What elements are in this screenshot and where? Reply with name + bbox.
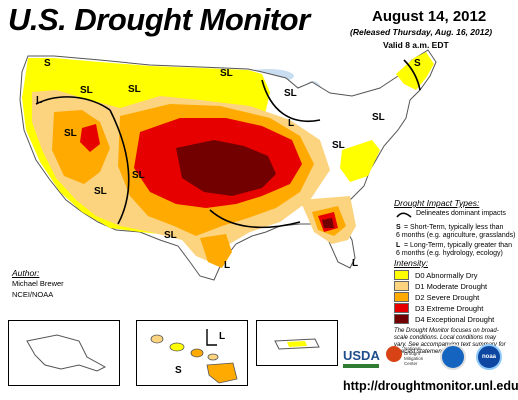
- map-label: SL: [94, 186, 107, 197]
- legend-row-d3: D3 Extreme Drought: [394, 303, 483, 313]
- long-term-line2: 6 months (e.g. hydrology, ecology): [396, 250, 503, 257]
- legend-swatch-d2: [394, 292, 409, 302]
- author-title: Author:: [12, 268, 40, 278]
- d4-regions: [176, 140, 334, 228]
- noaa-logo: noaa: [476, 344, 502, 370]
- map-label: SL: [64, 128, 77, 139]
- map-label: S: [44, 58, 51, 69]
- legend-label-d0: D0 Abnormally Dry: [415, 270, 478, 280]
- map-label: SL: [128, 84, 141, 95]
- ndmc-logo-line: National: [404, 346, 421, 351]
- legend-row-d4: D4 Exceptional Drought: [394, 314, 494, 324]
- puerto-rico-inset: [256, 320, 338, 366]
- d4-region-heartland: [176, 140, 276, 196]
- map-label: L: [36, 95, 43, 106]
- map-label: L: [288, 118, 295, 129]
- legend-label-d2: D2 Severe Drought: [415, 292, 480, 302]
- author-name: Michael Brewer: [12, 279, 64, 288]
- page-title: U.S. Drought Monitor: [8, 2, 310, 37]
- legend-swatch-d4: [394, 314, 409, 324]
- d0-region-northeast: [396, 52, 434, 90]
- map-label: SL: [332, 140, 345, 151]
- map-label: L: [224, 260, 231, 271]
- map-label: S: [414, 58, 421, 69]
- alaska-shape: [26, 334, 107, 372]
- impact-line-midwest: [261, 79, 321, 122]
- impact-line-plains: [109, 109, 130, 225]
- ndmc-logo-line: Mitigation: [404, 356, 424, 361]
- alaska-inset: [8, 320, 120, 386]
- legend-label-d1: D1 Moderate Drought: [415, 281, 488, 291]
- d2-region-texas: [200, 234, 232, 268]
- short-term-line1: = Short-Term, typically less than: [404, 224, 504, 231]
- usda-logo-text: USDA: [343, 348, 380, 363]
- ndmc-logo: National Drought Mitigation Center: [386, 346, 426, 374]
- impact-boundaries: [35, 59, 421, 229]
- legend-row-d0: D0 Abnormally Dry: [394, 270, 478, 280]
- intensity-title: Intensity:: [394, 258, 429, 268]
- report-date: August 14, 2012: [372, 8, 487, 25]
- hawaii-label-l: L: [219, 331, 226, 342]
- noaa-logo-text: noaa: [481, 354, 496, 360]
- d4-region-georgia: [322, 218, 334, 228]
- usda-seal-logo: [440, 344, 466, 370]
- impact-line-description: Delineates dominant impacts: [416, 210, 506, 217]
- hawaii-shape: [150, 329, 238, 384]
- map-label: SL: [284, 88, 297, 99]
- hawaii-label-s: S: [175, 365, 182, 376]
- map-label: SL: [372, 112, 385, 123]
- ndmc-logo-mark: [386, 346, 402, 362]
- legend-swatch-d0: [394, 270, 409, 280]
- impact-line-south: [209, 209, 301, 229]
- ndmc-logo-line: Drought: [404, 351, 421, 356]
- map-label: SL: [80, 85, 93, 96]
- long-term-line1: = Long-Term, typically greater than: [404, 242, 512, 249]
- d0-region-midatlantic: [340, 140, 380, 182]
- author-org: NCEI/NOAA: [12, 290, 54, 299]
- map-label: SL: [220, 68, 233, 79]
- ndmc-logo-line: Center: [404, 361, 418, 366]
- legend-swatch-d1: [394, 281, 409, 291]
- short-term-code: S: [396, 224, 401, 231]
- puerto-rico-shape: [274, 338, 320, 350]
- impact-line-icon: [396, 212, 412, 218]
- note-line: The Drought Monitor focuses on broad-: [394, 328, 499, 334]
- legend-label-d4: D4 Exceptional Drought: [415, 314, 495, 324]
- d3-region-utah: [80, 124, 100, 152]
- impact-line-northeast: [403, 59, 421, 91]
- usda-logo-stripe: [343, 364, 379, 368]
- map-label: L: [352, 258, 359, 269]
- usda-logo: USDA: [343, 348, 380, 370]
- valid-time: Valid 8 a.m. EDT: [383, 40, 449, 50]
- legend-swatch-d3: [394, 303, 409, 313]
- impact-line-west: [35, 96, 111, 111]
- map-label: SL: [164, 230, 177, 241]
- hawaii-inset: S L: [136, 320, 248, 386]
- short-term-line2: 6 months (e.g. agriculture, grasslands): [396, 232, 516, 239]
- release-date: (Released Thursday, Aug. 16, 2012): [350, 27, 493, 37]
- impact-types-title: Drought Impact Types:: [394, 198, 480, 208]
- legend-label-d3: D3 Extreme Drought: [415, 303, 484, 313]
- legend-row-d1: D1 Moderate Drought: [394, 281, 487, 291]
- legend-row-d2: D2 Severe Drought: [394, 292, 479, 302]
- website-link[interactable]: http://droughtmonitor.unl.edu/: [343, 379, 518, 393]
- note-line: scale conditions. Local conditions may: [394, 335, 497, 341]
- long-term-code: L: [396, 242, 401, 249]
- note-line: forecast statements.: [394, 349, 449, 355]
- map-label: SL: [132, 170, 145, 181]
